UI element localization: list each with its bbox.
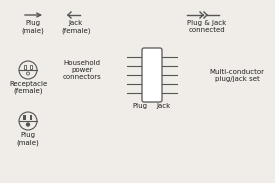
Text: Plug
(male): Plug (male) bbox=[16, 132, 39, 145]
FancyBboxPatch shape bbox=[23, 64, 26, 69]
Text: Jack
(female): Jack (female) bbox=[61, 20, 91, 33]
Text: Household
power
connectors: Household power connectors bbox=[63, 60, 101, 80]
Text: Multi-conductor
plug/jack set: Multi-conductor plug/jack set bbox=[210, 68, 265, 81]
FancyBboxPatch shape bbox=[29, 115, 32, 120]
FancyBboxPatch shape bbox=[23, 115, 26, 120]
FancyBboxPatch shape bbox=[29, 64, 32, 69]
Text: Jack: Jack bbox=[157, 103, 171, 109]
FancyBboxPatch shape bbox=[142, 48, 162, 102]
Text: Plug: Plug bbox=[133, 103, 147, 109]
Text: Receptacle
(female): Receptacle (female) bbox=[9, 81, 47, 94]
Text: Plug
(male): Plug (male) bbox=[22, 20, 44, 33]
Circle shape bbox=[26, 122, 30, 127]
Text: Plug & Jack
connected: Plug & Jack connected bbox=[187, 20, 227, 33]
